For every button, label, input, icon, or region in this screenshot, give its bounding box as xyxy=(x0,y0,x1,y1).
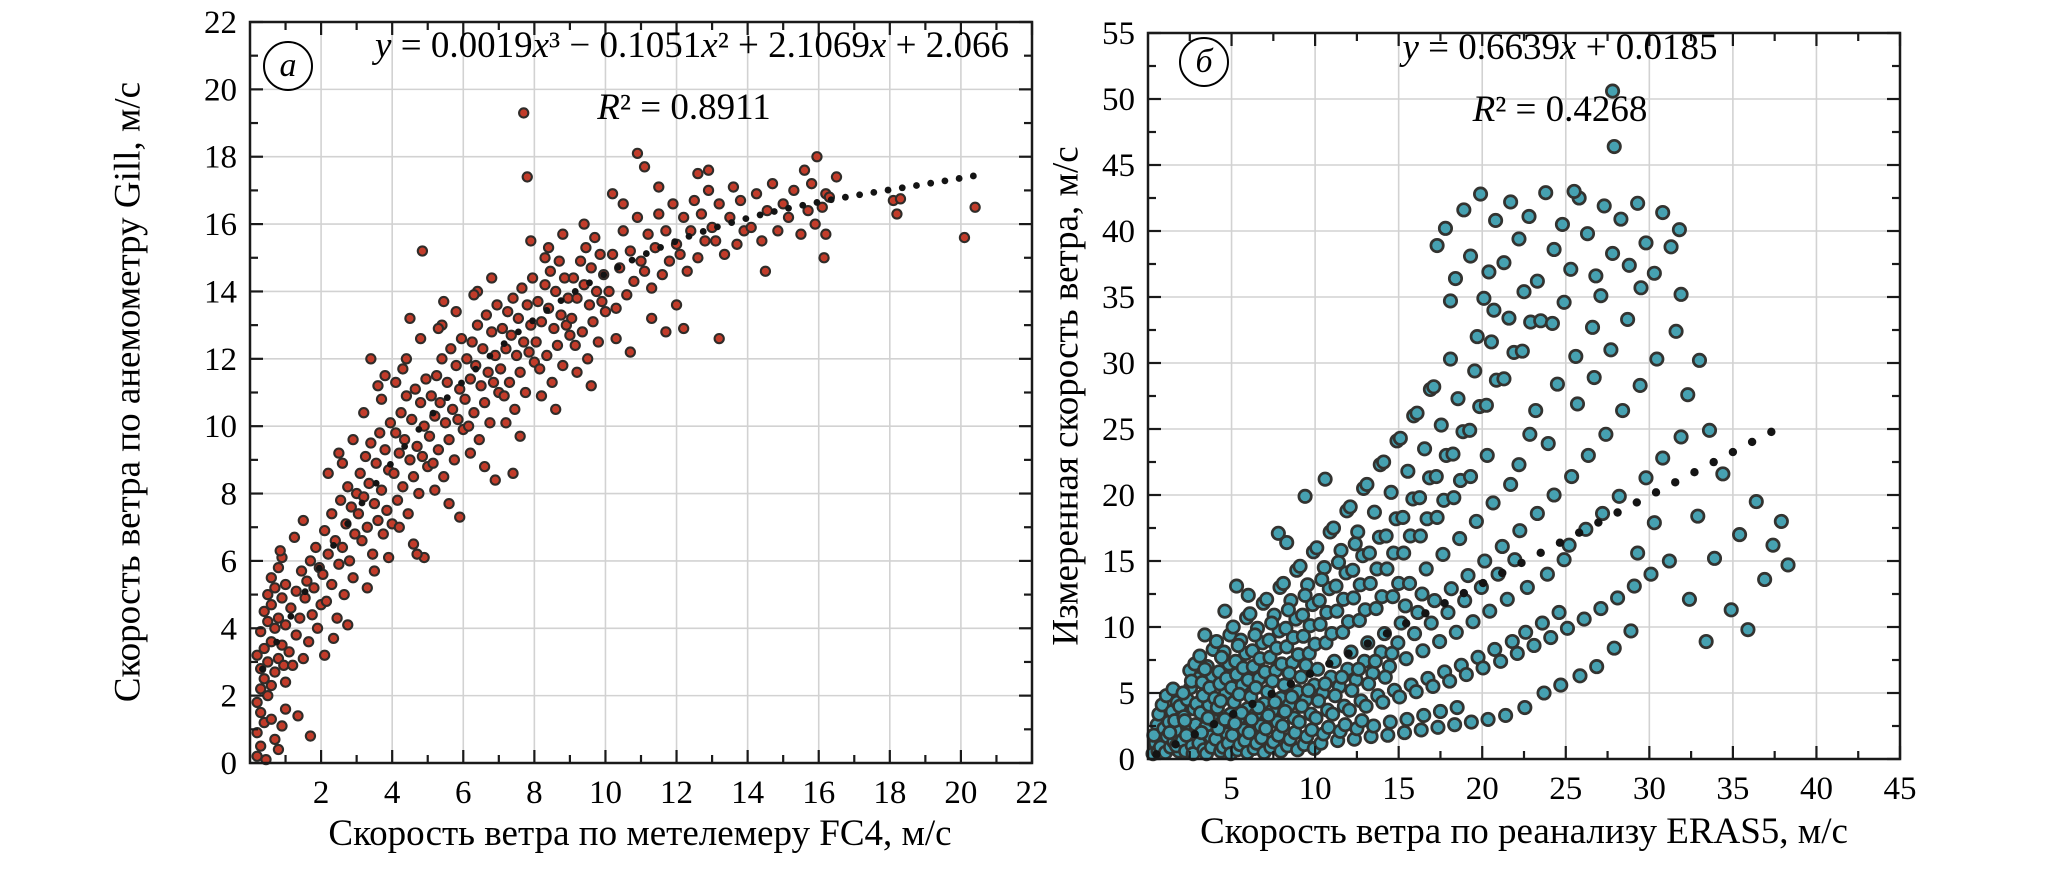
panel-b-badge: б xyxy=(1179,37,1229,87)
svg-text:15: 15 xyxy=(1382,771,1415,807)
panel-a-y-axis-label: Скорость ветра по анемометру Gill, м/с xyxy=(107,81,149,703)
axis-ticks xyxy=(1148,31,1902,761)
equation-variable: x xyxy=(1560,27,1577,68)
equation-text: ² + 2.1069 xyxy=(717,25,870,66)
svg-text:2: 2 xyxy=(221,679,238,715)
scatter-points xyxy=(251,107,981,766)
equation-variable: R xyxy=(1472,89,1496,130)
panel-a-equation-line1: y = 0.0019x³ − 0.1051x² + 2.1069x + 2.06… xyxy=(375,24,1009,67)
svg-text:14: 14 xyxy=(204,274,237,310)
axis-ticks xyxy=(250,20,1034,765)
equation-text: = 0.0019 xyxy=(391,25,533,66)
svg-text:5: 5 xyxy=(1223,771,1240,807)
svg-text:35: 35 xyxy=(1102,280,1135,316)
svg-text:0: 0 xyxy=(221,746,238,782)
svg-text:20: 20 xyxy=(944,775,977,811)
svg-text:4: 4 xyxy=(221,611,238,647)
panel-b-y-axis-label: Измеренная скорость ветра, м/с xyxy=(1045,146,1087,646)
svg-text:12: 12 xyxy=(204,342,237,378)
panel-b-x-axis-label: Скорость ветра по реанализу ERAS5, м/с xyxy=(1200,811,1848,852)
svg-text:6: 6 xyxy=(455,775,472,811)
gridlines xyxy=(250,21,1033,764)
svg-text:2: 2 xyxy=(313,775,330,811)
svg-text:35: 35 xyxy=(1716,771,1749,807)
panel-a-x-axis-label: Скорость ветра по метелемеру FC4, м/с xyxy=(328,813,952,854)
trend-line xyxy=(259,172,977,673)
equation-text: = 0.6639 xyxy=(1418,27,1560,68)
svg-text:45: 45 xyxy=(1884,771,1917,807)
svg-text:30: 30 xyxy=(1633,771,1666,807)
svg-text:16: 16 xyxy=(204,207,237,243)
panel-a-equation-line2: R² = 0.8911 xyxy=(597,86,770,129)
svg-text:10: 10 xyxy=(589,775,622,811)
equation-variable: R xyxy=(597,87,620,128)
svg-text:45: 45 xyxy=(1102,148,1135,184)
svg-text:8: 8 xyxy=(526,775,543,811)
svg-text:20: 20 xyxy=(1466,771,1499,807)
svg-text:22: 22 xyxy=(204,5,237,41)
panel-b-equation-line2: R² = 0.4268 xyxy=(1473,88,1648,131)
equation-text: ² = 0.4268 xyxy=(1495,89,1648,130)
svg-text:10: 10 xyxy=(1102,610,1135,646)
svg-text:20: 20 xyxy=(204,72,237,108)
panel-a-badge: а xyxy=(263,41,313,91)
svg-text:14: 14 xyxy=(731,775,764,811)
svg-text:25: 25 xyxy=(1102,412,1135,448)
svg-text:10: 10 xyxy=(204,409,237,445)
svg-text:10: 10 xyxy=(1299,771,1332,807)
svg-text:25: 25 xyxy=(1549,771,1582,807)
svg-text:12: 12 xyxy=(660,775,693,811)
svg-text:5: 5 xyxy=(1119,676,1136,712)
svg-text:55: 55 xyxy=(1102,16,1135,52)
tick-labels: 5 10 15 20 25 30 35 40 45 0 5 10 15 20 25 30 35 40 45 50 55 xyxy=(1102,16,1917,807)
svg-text:40: 40 xyxy=(1102,214,1135,250)
equation-variable: x xyxy=(701,25,718,66)
panel-b-letter: б xyxy=(1195,43,1213,80)
equation-text: + 0.0185 xyxy=(1576,27,1718,68)
svg-text:30: 30 xyxy=(1102,346,1135,382)
svg-text:18: 18 xyxy=(204,140,237,176)
svg-text:4: 4 xyxy=(384,775,401,811)
panel-a: 2 4 6 8 10 12 14 16 18 20 22 0 2 4 6 8 10 12 14 16 18 20 22 xyxy=(204,5,1049,811)
plot-frame xyxy=(248,20,1034,765)
svg-text:0: 0 xyxy=(1119,742,1136,778)
svg-text:6: 6 xyxy=(221,544,238,580)
tick-labels: 2 4 6 8 10 12 14 16 18 20 22 0 2 4 6 8 10 12 14 16 18 20 22 xyxy=(204,5,1049,811)
scatter-points xyxy=(1145,83,1796,762)
panel-a-letter: а xyxy=(279,47,297,84)
equation-variable: y xyxy=(1402,27,1419,68)
panel-b-equation-line1: y = 0.6639x + 0.0185 xyxy=(1402,26,1717,69)
svg-text:16: 16 xyxy=(802,775,835,811)
equation-text: ² = 0.8911 xyxy=(619,87,771,128)
panel-b: 5 10 15 20 25 30 35 40 45 0 5 10 15 20 25 30 35 40 45 50 55 xyxy=(1102,16,1917,807)
equation-text: ³ − 0.1051 xyxy=(549,25,702,66)
svg-text:15: 15 xyxy=(1102,544,1135,580)
svg-text:18: 18 xyxy=(873,775,906,811)
equation-variable: x xyxy=(532,25,550,66)
svg-text:40: 40 xyxy=(1800,771,1833,807)
svg-text:50: 50 xyxy=(1102,82,1135,118)
svg-text:22: 22 xyxy=(1016,775,1049,811)
svg-text:8: 8 xyxy=(221,477,238,513)
equation-variable: x xyxy=(869,25,887,66)
trend-line xyxy=(1152,427,1776,759)
equation-variable: y xyxy=(375,25,392,66)
svg-text:20: 20 xyxy=(1102,478,1135,514)
equation-text: + 2.066 xyxy=(886,25,1009,66)
